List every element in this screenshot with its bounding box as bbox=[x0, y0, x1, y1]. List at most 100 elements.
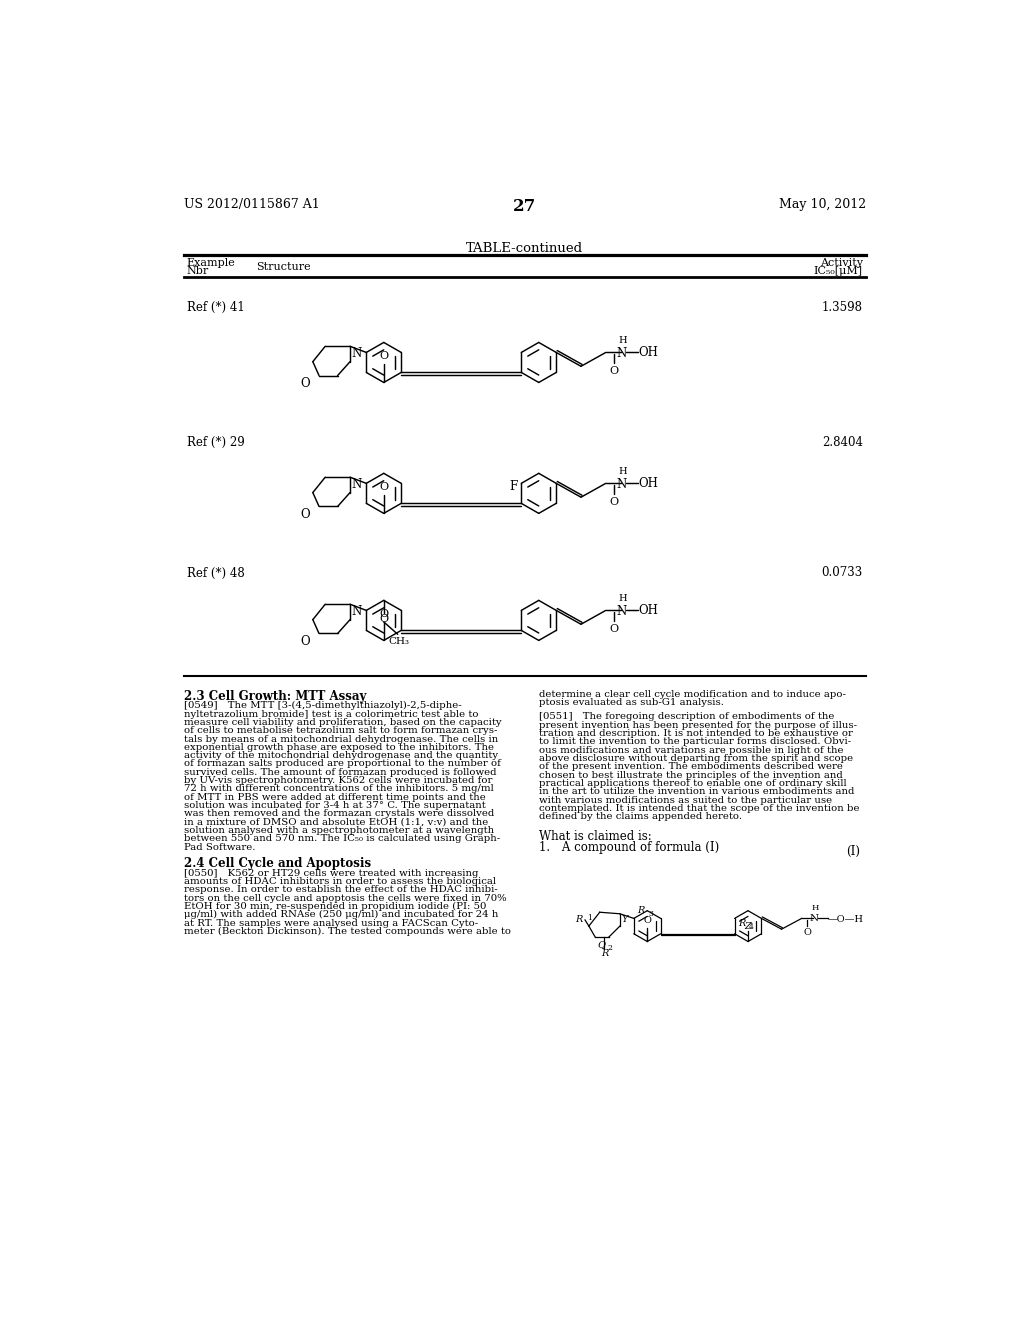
Text: 2: 2 bbox=[607, 944, 612, 952]
Text: O: O bbox=[609, 367, 618, 376]
Text: practical applications thereof to enable one of ordinary skill: practical applications thereof to enable… bbox=[539, 779, 847, 788]
Text: 27: 27 bbox=[513, 198, 537, 215]
Text: Ref (*) 41: Ref (*) 41 bbox=[187, 301, 245, 314]
Text: tals by means of a mitochondrial dehydrogenase. The cells in: tals by means of a mitochondrial dehydro… bbox=[183, 734, 498, 743]
Text: O: O bbox=[379, 609, 388, 619]
Text: defined by the claims appended hereto.: defined by the claims appended hereto. bbox=[539, 812, 741, 821]
Text: above disclosure without departing from the spirit and scope: above disclosure without departing from … bbox=[539, 754, 853, 763]
Text: 1. A compound of formula (I): 1. A compound of formula (I) bbox=[539, 841, 719, 854]
Text: O: O bbox=[379, 351, 388, 360]
Text: O: O bbox=[300, 635, 309, 648]
Text: N: N bbox=[810, 913, 818, 923]
Text: 3: 3 bbox=[648, 909, 653, 917]
Text: O: O bbox=[379, 614, 388, 624]
Text: O: O bbox=[643, 916, 651, 925]
Text: R: R bbox=[575, 916, 583, 924]
Text: μg/ml) with added RNAse (250 μg/ml) and incubated for 24 h: μg/ml) with added RNAse (250 μg/ml) and … bbox=[183, 911, 498, 919]
Text: present invention has been presented for the purpose of illus-: present invention has been presented for… bbox=[539, 721, 857, 730]
Text: (I): (I) bbox=[847, 845, 860, 858]
Text: 2.8404: 2.8404 bbox=[821, 436, 862, 449]
Text: H: H bbox=[618, 467, 627, 475]
Text: solution was incubated for 3-4 h at 37° C. The supernatant: solution was incubated for 3-4 h at 37° … bbox=[183, 801, 485, 810]
Text: O: O bbox=[803, 928, 811, 937]
Text: Z: Z bbox=[744, 921, 752, 931]
Text: Activity: Activity bbox=[819, 257, 862, 268]
Text: exponential growth phase are exposed to the inhibitors. The: exponential growth phase are exposed to … bbox=[183, 743, 494, 752]
Text: 1: 1 bbox=[588, 915, 592, 923]
Text: [0551] The foregoing description of embodiments of the: [0551] The foregoing description of embo… bbox=[539, 713, 835, 722]
Text: was then removed and the formazan crystals were dissolved: was then removed and the formazan crysta… bbox=[183, 809, 494, 818]
Text: N: N bbox=[616, 606, 627, 619]
Text: N: N bbox=[616, 478, 627, 491]
Text: [0549] The MTT [3-(4,5-dimethylthiazolyl)-2,5-diphe-: [0549] The MTT [3-(4,5-dimethylthiazolyl… bbox=[183, 701, 462, 710]
Text: N: N bbox=[351, 606, 361, 619]
Text: Example: Example bbox=[187, 257, 236, 268]
Text: in the art to utilize the invention in various embodiments and: in the art to utilize the invention in v… bbox=[539, 787, 854, 796]
Text: Ref (*) 48: Ref (*) 48 bbox=[187, 566, 245, 579]
Text: with various modifications as suited to the particular use: with various modifications as suited to … bbox=[539, 796, 831, 805]
Text: O: O bbox=[609, 498, 618, 507]
Text: determine a clear cell cycle modification and to induce apo-: determine a clear cell cycle modificatio… bbox=[539, 689, 846, 698]
Text: O: O bbox=[300, 378, 309, 391]
Text: activity of the mitochondrial dehydrogenase and the quantity: activity of the mitochondrial dehydrogen… bbox=[183, 751, 498, 760]
Text: nyltetrazolium bromide] test is a colorimetric test able to: nyltetrazolium bromide] test is a colori… bbox=[183, 710, 478, 718]
Text: solution analysed with a spectrophotometer at a wavelength: solution analysed with a spectrophotomet… bbox=[183, 826, 494, 836]
Text: response. In order to establish the effect of the HDAC inhibi-: response. In order to establish the effe… bbox=[183, 886, 498, 894]
Text: tration and description. It is not intended to be exhaustive or: tration and description. It is not inten… bbox=[539, 729, 853, 738]
Text: 2.3 Cell Growth: MTT Assay: 2.3 Cell Growth: MTT Assay bbox=[183, 689, 367, 702]
Text: R: R bbox=[638, 907, 645, 915]
Text: US 2012/0115867 A1: US 2012/0115867 A1 bbox=[183, 198, 319, 211]
Text: tors on the cell cycle and apoptosis the cells were fixed in 70%: tors on the cell cycle and apoptosis the… bbox=[183, 894, 507, 903]
Text: F: F bbox=[509, 480, 517, 492]
Text: contemplated. It is intended that the scope of the invention be: contemplated. It is intended that the sc… bbox=[539, 804, 859, 813]
Text: between 550 and 570 nm. The IC₅₀ is calculated using Graph-: between 550 and 570 nm. The IC₅₀ is calc… bbox=[183, 834, 500, 843]
Text: in a mixture of DMSO and absolute EtOH (1:1, v:v) and the: in a mixture of DMSO and absolute EtOH (… bbox=[183, 817, 488, 826]
Text: O: O bbox=[379, 482, 388, 492]
Text: amounts of HDAC inhibitors in order to assess the biological: amounts of HDAC inhibitors in order to a… bbox=[183, 876, 496, 886]
Text: Pad Software.: Pad Software. bbox=[183, 842, 255, 851]
Text: IC₅₀[μM]: IC₅₀[μM] bbox=[814, 267, 862, 276]
Text: N: N bbox=[351, 478, 361, 491]
Text: R: R bbox=[738, 920, 745, 928]
Text: OH: OH bbox=[638, 603, 658, 616]
Text: May 10, 2012: May 10, 2012 bbox=[778, 198, 866, 211]
Text: ptosis evaluated as sub-G1 analysis.: ptosis evaluated as sub-G1 analysis. bbox=[539, 698, 724, 708]
Text: at RT. The samples were analysed using a FACScan Cyto-: at RT. The samples were analysed using a… bbox=[183, 919, 478, 928]
Text: N: N bbox=[351, 347, 361, 360]
Text: of formazan salts produced are proportional to the number of: of formazan salts produced are proportio… bbox=[183, 759, 501, 768]
Text: H: H bbox=[618, 594, 627, 603]
Text: TABLE-continued: TABLE-continued bbox=[466, 242, 584, 255]
Text: Nbr: Nbr bbox=[187, 267, 209, 276]
Text: O: O bbox=[300, 508, 309, 521]
Text: 72 h with different concentrations of the inhibitors. 5 mg/ml: 72 h with different concentrations of th… bbox=[183, 784, 494, 793]
Text: O: O bbox=[609, 624, 618, 634]
Text: [0550] K562 or HT29 cells were treated with increasing: [0550] K562 or HT29 cells were treated w… bbox=[183, 869, 478, 878]
Text: meter (Beckton Dickinson). The tested compounds were able to: meter (Beckton Dickinson). The tested co… bbox=[183, 927, 511, 936]
Text: of cells to metabolise tetrazolium salt to form formazan crys-: of cells to metabolise tetrazolium salt … bbox=[183, 726, 498, 735]
Text: H: H bbox=[618, 335, 627, 345]
Text: chosen to best illustrate the principles of the invention and: chosen to best illustrate the principles… bbox=[539, 771, 843, 780]
Text: 1.3598: 1.3598 bbox=[821, 301, 862, 314]
Text: survived cells. The amount of formazan produced is followed: survived cells. The amount of formazan p… bbox=[183, 768, 497, 776]
Text: What is claimed is:: What is claimed is: bbox=[539, 830, 651, 843]
Text: —O—H: —O—H bbox=[828, 915, 864, 924]
Text: R: R bbox=[601, 949, 608, 958]
Text: to limit the invention to the particular forms disclosed. Obvi-: to limit the invention to the particular… bbox=[539, 738, 851, 746]
Text: ous modifications and variations are possible in light of the: ous modifications and variations are pos… bbox=[539, 746, 843, 755]
Text: measure cell viability and proliferation, based on the capacity: measure cell viability and proliferation… bbox=[183, 718, 502, 727]
Text: Ref (*) 29: Ref (*) 29 bbox=[187, 436, 245, 449]
Text: OH: OH bbox=[638, 477, 658, 490]
Text: Structure: Structure bbox=[256, 261, 310, 272]
Text: 4: 4 bbox=[749, 923, 754, 931]
Text: Q: Q bbox=[597, 940, 605, 949]
Text: OH: OH bbox=[638, 346, 658, 359]
Text: CH₃: CH₃ bbox=[389, 638, 410, 647]
Text: by UV-vis spectrophotometry. K562 cells were incubated for: by UV-vis spectrophotometry. K562 cells … bbox=[183, 776, 493, 785]
Text: H: H bbox=[812, 904, 819, 912]
Text: EtOH for 30 min, re-suspended in propidium iodide (PI: 50: EtOH for 30 min, re-suspended in propidi… bbox=[183, 902, 486, 911]
Text: of the present invention. The embodiments described were: of the present invention. The embodiment… bbox=[539, 763, 843, 771]
Text: of MTT in PBS were added at different time points and the: of MTT in PBS were added at different ti… bbox=[183, 793, 485, 801]
Text: 0.0733: 0.0733 bbox=[821, 566, 862, 579]
Text: Y: Y bbox=[622, 916, 628, 924]
Text: N: N bbox=[616, 347, 627, 360]
